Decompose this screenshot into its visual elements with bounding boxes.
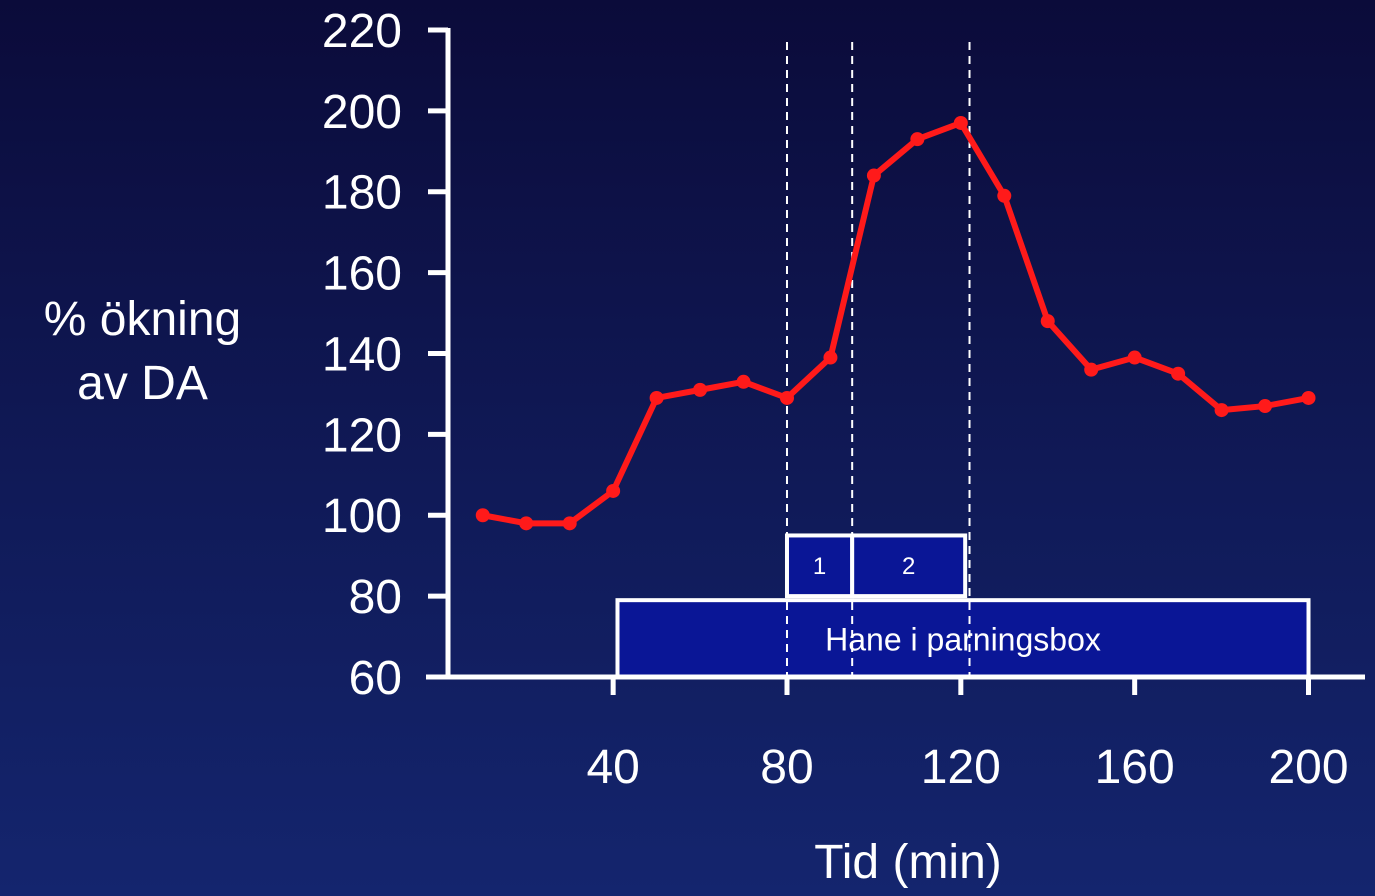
y-tick-label-200: 200 [322, 86, 402, 139]
x-tick-label-120: 120 [921, 741, 1001, 794]
annotation-box-label-2: 1 [813, 553, 826, 580]
data-point-80 [779, 390, 794, 405]
data-point-70 [736, 374, 751, 389]
data-point-20 [519, 516, 534, 531]
x-axis-label: Tid (min) [814, 836, 1002, 889]
y-tick-label-220: 220 [322, 5, 402, 58]
x-tick-label-200: 200 [1268, 741, 1348, 794]
y-tick-label-180: 180 [322, 167, 402, 220]
x-tick-label-160: 160 [1095, 741, 1175, 794]
data-point-150 [1084, 362, 1099, 377]
data-point-160 [1127, 350, 1142, 365]
y-tick-label-120: 120 [322, 409, 402, 462]
annotation-box-label-1: Hane i parningsbox [825, 622, 1101, 658]
data-point-100 [866, 168, 881, 183]
data-point-90 [823, 350, 838, 365]
annotation-box-3 [850, 533, 968, 599]
data-point-60 [693, 382, 708, 397]
y-axis-label-line-1: % ökning [43, 293, 242, 346]
y-axis-label-line-2: av DA [77, 357, 208, 410]
data-point-130 [997, 188, 1012, 203]
data-point-180 [1214, 403, 1229, 418]
y-tick-label-80: 80 [349, 571, 402, 624]
data-point-50 [649, 390, 664, 405]
data-point-190 [1258, 399, 1273, 414]
y-tick-label-100: 100 [322, 490, 402, 543]
y-tick-label-60: 60 [349, 652, 402, 705]
annotation-box-1 [615, 598, 1311, 679]
data-point-30 [562, 516, 577, 531]
data-point-10 [475, 508, 490, 523]
y-tick-label-140: 140 [322, 328, 402, 381]
x-tick-label-40: 40 [586, 741, 639, 794]
y-tick-label-160: 160 [322, 248, 402, 301]
y-axis-label: % ökning av DA [0, 288, 285, 416]
series-line-1 [482, 119, 1310, 527]
data-point-140 [1040, 314, 1055, 329]
data-point-120 [953, 115, 968, 130]
data-point-200 [1301, 390, 1316, 405]
data-point-40 [606, 483, 621, 498]
x-tick-label-80: 80 [760, 741, 813, 794]
data-point-170 [1171, 366, 1186, 381]
annotation-box-label-3: 2 [902, 553, 915, 580]
annotation-box-2 [784, 533, 855, 599]
data-point-110 [910, 132, 925, 147]
